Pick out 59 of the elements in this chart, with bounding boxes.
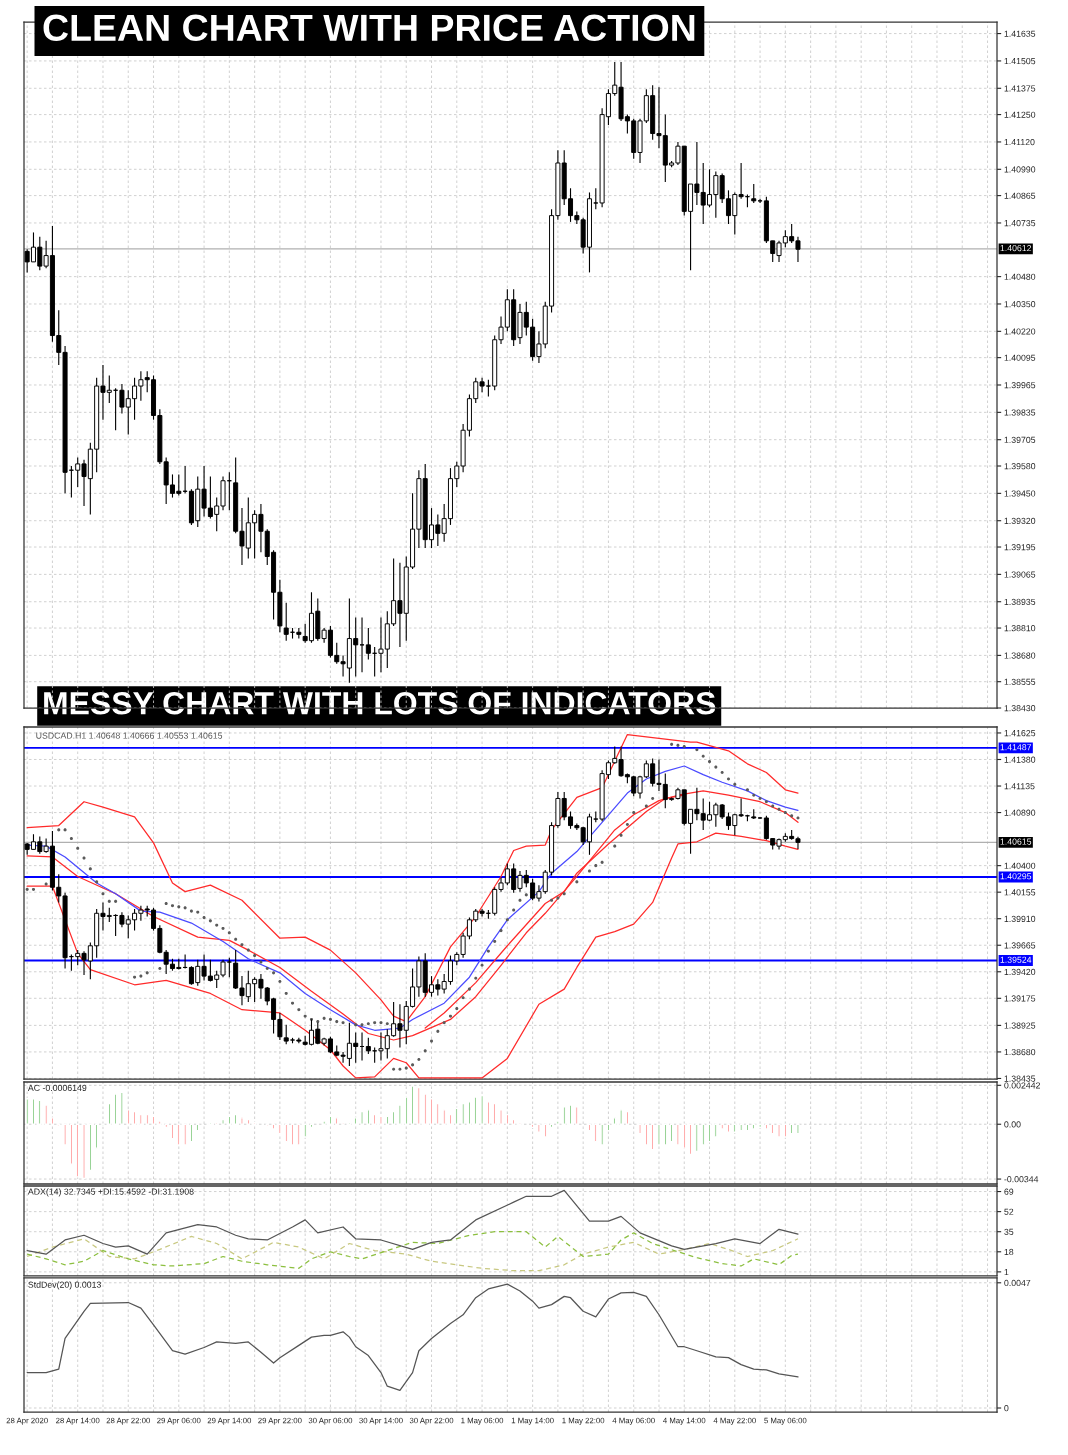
y-tick-label: 1.38680 — [1004, 1048, 1036, 1056]
y-tick-label: 1.41380 — [1004, 756, 1036, 763]
ref-line-label: 1.40615 — [1000, 838, 1032, 845]
y-tick-label: 1.39175 — [1004, 995, 1036, 1002]
y-tick-label: 1.39450 — [1004, 490, 1036, 497]
chart-title: MESSY CHART WITH LOTS OF INDICATORS — [44, 691, 716, 715]
y-tick-label: 0.00 — [1004, 1121, 1021, 1128]
y-tick-label: 1.39965 — [1004, 382, 1036, 389]
y-tick-label: 0.0047 — [1004, 1279, 1031, 1287]
chart-title: AC -0.0006149 — [27, 1084, 87, 1091]
y-tick-label: 1.38810 — [1004, 625, 1036, 632]
y-tick-label: 18 — [1004, 1248, 1014, 1256]
y-tick-label: 1.39665 — [1004, 942, 1036, 949]
y-tick-label: 1.38935 — [1004, 598, 1036, 605]
chart-title: CLEAN CHART WITH PRICE ACTION — [43, 14, 695, 42]
y-tick-label: 1.39320 — [1004, 517, 1036, 524]
y-tick-label: 1.40220 — [1004, 328, 1036, 335]
y-tick-label: 1.39195 — [1004, 544, 1036, 551]
y-tick-label: 1.41120 — [1004, 139, 1035, 146]
y-tick-label: 1.40155 — [1004, 889, 1036, 896]
ref-line-label: 1.40295 — [1000, 873, 1032, 880]
chart-title: ADX(14) 32.7345 +DI:15.4592 -DI:31.1908 — [27, 1188, 194, 1197]
y-tick-label: 1.40480 — [1004, 273, 1036, 280]
y-tick-label: 1.40095 — [1004, 354, 1036, 361]
y-tick-label: 52 — [1004, 1208, 1014, 1215]
y-tick-label: 35 — [1004, 1228, 1014, 1235]
y-tick-label: 1.40350 — [1004, 301, 1036, 308]
y-tick-label: 1.40735 — [1004, 220, 1036, 227]
y-tick-label: 1.38925 — [1004, 1022, 1036, 1029]
y-tick-label: 1.41625 — [1004, 730, 1036, 737]
y-tick-label: 1.38680 — [1004, 652, 1036, 659]
chart-subtitle: USDCAD.H1 1.40648 1.40666 1.40553 1.40615 — [36, 732, 223, 739]
y-tick-label: 1.39065 — [1004, 571, 1036, 578]
y-tick-label: 1.40890 — [1004, 809, 1036, 816]
y-tick-label: 1.39420 — [1004, 968, 1036, 976]
y-tick-label: 0 — [1004, 1405, 1009, 1412]
y-tick-label: 1.39580 — [1004, 463, 1036, 470]
y-tick-label: 1.41505 — [1004, 57, 1036, 65]
ref-line-label: 1.41487 — [1000, 744, 1032, 751]
y-tick-label: 1.41135 — [1004, 783, 1035, 790]
y-tick-label: 1.41250 — [1004, 111, 1036, 118]
y-tick-label: 1.39705 — [1004, 436, 1036, 443]
ref-line-label: 1.40612 — [1000, 245, 1032, 252]
y-tick-label: 0.002442 — [1004, 1082, 1040, 1089]
chart-title: StdDev(20) 0.0013 — [28, 1281, 101, 1290]
y-tick-label: 1.38555 — [1004, 678, 1036, 685]
y-tick-label: 1 — [1004, 1269, 1009, 1276]
y-tick-label: 1.40990 — [1004, 166, 1036, 173]
ref-line-label: 1.39524 — [1000, 956, 1032, 963]
y-tick-label: 1.38430 — [1004, 705, 1036, 712]
y-tick-label: 1.40865 — [1004, 192, 1036, 199]
y-tick-label: 1.41635 — [1004, 30, 1036, 37]
y-tick-label: 1.39910 — [1004, 915, 1036, 922]
y-tick-label: 1.38435 — [1004, 1075, 1036, 1082]
y-tick-label: 1.40400 — [1004, 862, 1036, 869]
y-tick-label: -0.00344 — [1004, 1176, 1039, 1183]
y-tick-label: 1.39835 — [1004, 409, 1036, 416]
y-tick-label: 69 — [1004, 1188, 1014, 1195]
y-tick-label: 1.41375 — [1004, 85, 1036, 92]
